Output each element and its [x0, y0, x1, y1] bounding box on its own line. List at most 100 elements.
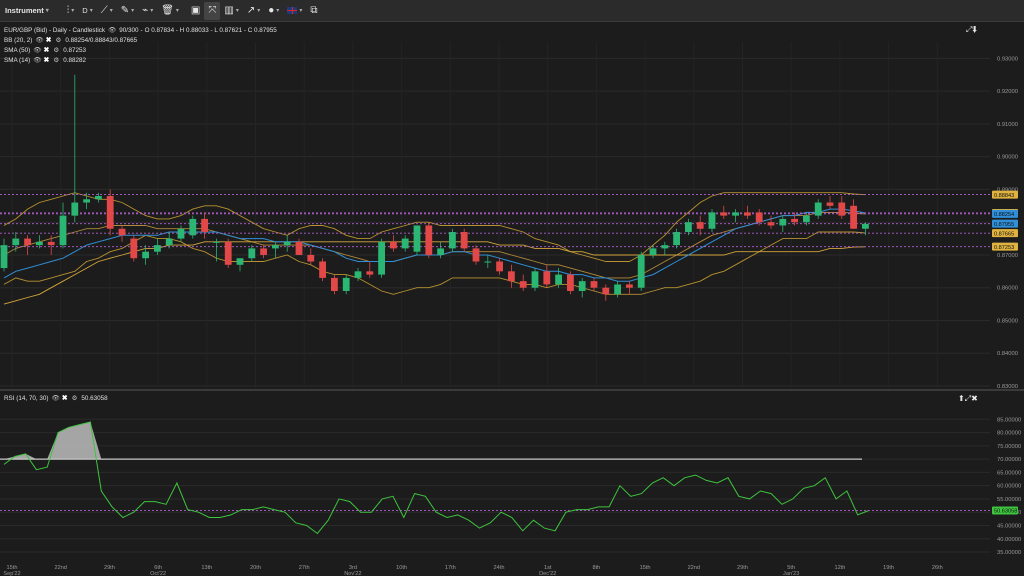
rsi-panel-controls-icon[interactable]: ⬆⤢✖: [958, 394, 978, 403]
drawing-tools-menu[interactable]: ⟋ ▾: [97, 2, 117, 20]
layout-button[interactable]: ▣: [187, 2, 204, 20]
date-tick-label: 5th: [787, 565, 795, 571]
gear-icon[interactable]: ⚙: [71, 395, 78, 402]
candle-body: [236, 258, 244, 265]
close-icon[interactable]: ✖: [61, 395, 68, 402]
chevron-down-icon: ▾: [299, 8, 303, 14]
rsi-overbought-fill: [4, 422, 869, 460]
indicator-values: 0.87253: [63, 46, 86, 54]
ohlc-values: O 0.87834 - H 0.88033 - L 0.87621 - C 0.…: [144, 26, 277, 34]
theme-menu[interactable]: ● ▾: [264, 2, 283, 20]
date-tick-label: 27th: [299, 565, 310, 571]
candle-body: [496, 261, 503, 272]
candle-body: [673, 232, 680, 246]
candle-body: [626, 284, 633, 288]
candle-body: [390, 241, 397, 249]
candle-body: [826, 202, 834, 206]
date-tick-label: 29th: [737, 565, 748, 571]
main-legend: EUR/GBP (Bid) - Daily - Candlestick 👁 90…: [4, 26, 277, 35]
candle-body: [83, 199, 90, 203]
annotation-menu[interactable]: ✎ ▾: [117, 2, 138, 20]
indicators-menu[interactable]: ⌁ ▾: [138, 2, 157, 20]
rsi-legend: RSI (14, 70, 30) 👁 ✖ ⚙ 50.63058: [4, 394, 108, 403]
instrument-label: Instrument: [5, 6, 44, 15]
candle-body: [331, 277, 338, 291]
date-tick-label: 20th: [250, 565, 261, 571]
share-icon: ↗: [246, 4, 256, 16]
toolbar: Instrument ▾ ⫶ ▾ D ▾ ⟋ ▾ ✎ ▾ ⌁ ▾ 🗑 ▾ ▣ ⤧ ▥ ▾ ↗ ▾ …: [0, 0, 1024, 22]
candle-body: [47, 241, 55, 246]
candle-body: [755, 212, 763, 223]
candle-body: [118, 228, 126, 236]
date-tick-label: 29th: [104, 565, 115, 571]
bar-chart-icon: ▥: [224, 4, 234, 16]
rsi-value-tag: [992, 506, 1018, 515]
date-month-label: Dec'22: [539, 571, 556, 576]
eye-icon[interactable]: 👁: [51, 395, 60, 402]
fullscreen-icon: ⤧: [208, 4, 217, 16]
candle-body: [413, 225, 421, 252]
share-menu[interactable]: ↗ ▾: [243, 2, 264, 20]
eye-icon[interactable]: 👁: [35, 37, 44, 44]
gear-icon[interactable]: ⚙: [53, 57, 60, 64]
rsi-tick-label: 45.00000: [997, 523, 1021, 529]
indicator-values: 0.88282: [63, 56, 86, 64]
eye-icon[interactable]: 👁: [108, 27, 117, 34]
candle-body: [307, 254, 315, 262]
rsi-axis[interactable]: 85.00000 80.00000 75.00000 70.00000 65.00000…: [992, 392, 1024, 560]
gear-icon[interactable]: ⚙: [53, 47, 60, 54]
candle-body: [0, 245, 8, 269]
price-tick-label: 0.90000: [997, 155, 1018, 161]
price-tag-label: 0.88254: [994, 212, 1014, 218]
close-icon[interactable]: ✖: [43, 47, 50, 54]
candle-body: [366, 271, 374, 275]
bb-legend: BB (20, 2) 👁 ✖ ⚙ 0.88254/0.88843/0.87665: [4, 36, 137, 45]
chevron-down-icon: ▾: [71, 8, 75, 14]
timeframe-menu[interactable]: D ▾: [78, 2, 96, 20]
rsi-tick-label: 85.00000: [997, 417, 1021, 423]
candle-body: [649, 248, 657, 255]
instrument-menu[interactable]: Instrument ▾: [0, 2, 53, 20]
date-tick-label: 24th: [494, 565, 505, 571]
chart-canvas[interactable]: 0.930000.920000.910000.900000.890000.880…: [0, 22, 1024, 576]
price-tick-label: 0.89000: [997, 187, 1018, 193]
candle-body: [838, 202, 846, 216]
price-axis[interactable]: 0.930000.920000.910000.900000.890000.880…: [992, 22, 1024, 390]
expand-icon[interactable]: ⤢⬇: [966, 25, 978, 34]
rsi-tick-label: 60.00000: [997, 484, 1021, 490]
indicator-label: BB (20, 2): [4, 36, 33, 44]
close-icon[interactable]: ✖: [43, 57, 50, 64]
popout-button[interactable]: ⧉: [306, 2, 321, 20]
eye-icon[interactable]: 👁: [33, 57, 42, 64]
chevron-down-icon: ▾: [45, 8, 49, 14]
price-tick-label: 0.87000: [997, 253, 1018, 259]
close-icon[interactable]: ✖: [45, 37, 52, 44]
chart-area[interactable]: 0.930000.920000.910000.900000.890000.880…: [0, 22, 1024, 576]
trendline-icon: ⟋: [100, 4, 108, 16]
language-menu[interactable]: ▾: [283, 2, 306, 20]
rsi-line: [0, 421, 990, 535]
price-tag-label: 0.87955: [994, 222, 1014, 228]
delete-menu[interactable]: 🗑 ▾: [157, 2, 183, 20]
candle-body: [614, 284, 621, 295]
date-tick-label: 15th: [7, 565, 18, 571]
eye-icon[interactable]: 👁: [33, 47, 42, 54]
date-tick-label: 8th: [593, 565, 601, 571]
date-tick-label: 17th: [445, 565, 456, 571]
chevron-down-icon: ▾: [257, 8, 261, 14]
gear-icon[interactable]: ⚙: [55, 37, 62, 44]
chart-type-menu[interactable]: ⫶ ▾: [63, 2, 79, 20]
price-tag: [992, 190, 1018, 199]
chart-style-menu[interactable]: ▥ ▾: [220, 2, 242, 20]
price-tag: [992, 242, 1018, 251]
candle-body: [744, 212, 751, 216]
fullscreen-button[interactable]: ⤧: [204, 1, 221, 20]
separator: -: [140, 26, 143, 34]
candle-body: [189, 218, 197, 236]
rsi-axis-bg: [992, 392, 1024, 560]
candle-body: [779, 218, 787, 226]
rsi-title: RSI (14, 70, 30): [4, 394, 49, 402]
candle-body: [460, 232, 468, 249]
rsi-tick-label: 55.00000: [997, 497, 1021, 503]
